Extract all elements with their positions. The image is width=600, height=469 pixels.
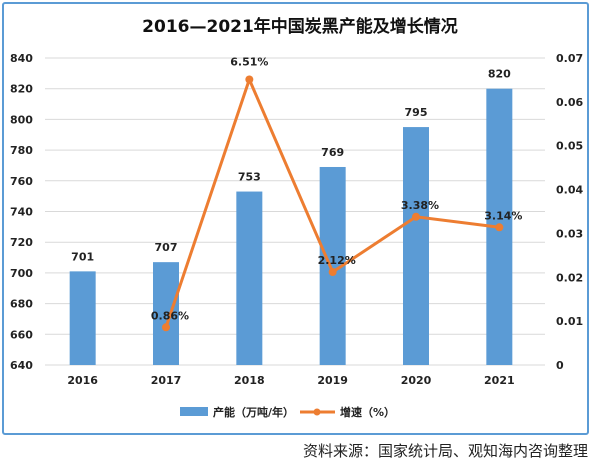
bar	[236, 191, 263, 365]
line-data-label: 3.38%	[401, 199, 439, 212]
x-tick-label: 2018	[234, 374, 265, 387]
bar-data-label: 707	[155, 241, 178, 254]
line-data-label: 2.12%	[318, 254, 356, 267]
source-note: 资料来源：国家统计局、观知海内咨询整理	[302, 442, 588, 460]
bar	[69, 271, 96, 365]
left-tick-label: 780	[10, 144, 33, 157]
left-tick-label: 840	[10, 52, 33, 65]
growth-point	[328, 268, 337, 277]
line-data-label: 6.51%	[230, 55, 268, 68]
line-data-label: 0.86%	[151, 309, 189, 322]
right-tick-label: 0.04	[556, 184, 583, 197]
left-tick-label: 640	[10, 359, 33, 372]
left-tick-label: 680	[10, 298, 33, 311]
growth-point	[162, 323, 170, 332]
left-tick-label: 820	[10, 83, 33, 96]
legend-line-label: 增速（%）	[340, 405, 395, 419]
line-data-label: 3.14%	[484, 209, 522, 222]
chart-frame	[2, 2, 589, 435]
right-tick-label: 0.02	[556, 271, 583, 284]
right-tick-label: 0	[556, 359, 564, 372]
bar-data-label: 753	[238, 171, 261, 184]
x-tick-label: 2020	[401, 374, 432, 387]
bar	[403, 127, 429, 365]
legend-bar-swatch	[180, 407, 208, 416]
right-tick-label: 0.01	[556, 315, 583, 328]
right-tick-label: 0.03	[556, 227, 583, 240]
left-tick-label: 720	[10, 236, 33, 249]
x-tick-label: 2021	[484, 374, 515, 387]
growth-point	[412, 212, 420, 221]
bar-data-label: 820	[488, 68, 511, 81]
legend-bar-label: 产能（万吨/年）	[213, 405, 294, 419]
bar-data-label: 769	[321, 146, 344, 159]
growth-point	[495, 223, 504, 232]
right-tick-label: 0.05	[556, 140, 583, 153]
x-tick-label: 2017	[151, 374, 182, 387]
growth-point	[245, 75, 254, 84]
bar-data-label: 795	[405, 106, 428, 119]
left-tick-label: 660	[10, 328, 33, 341]
left-tick-label: 800	[10, 113, 33, 126]
x-tick-label: 2019	[317, 374, 348, 387]
legend-line-marker	[313, 408, 321, 416]
left-tick-label: 740	[10, 206, 33, 219]
right-tick-label: 0.06	[556, 96, 583, 109]
chart-title: 2016—2021年中国炭黑产能及增长情况	[142, 17, 458, 37]
bar-data-label: 701	[71, 250, 94, 263]
left-tick-label: 700	[10, 267, 33, 280]
left-tick-label: 760	[10, 175, 33, 188]
bar	[153, 262, 179, 365]
right-tick-label: 0.07	[556, 52, 583, 65]
x-tick-label: 2016	[67, 374, 98, 387]
